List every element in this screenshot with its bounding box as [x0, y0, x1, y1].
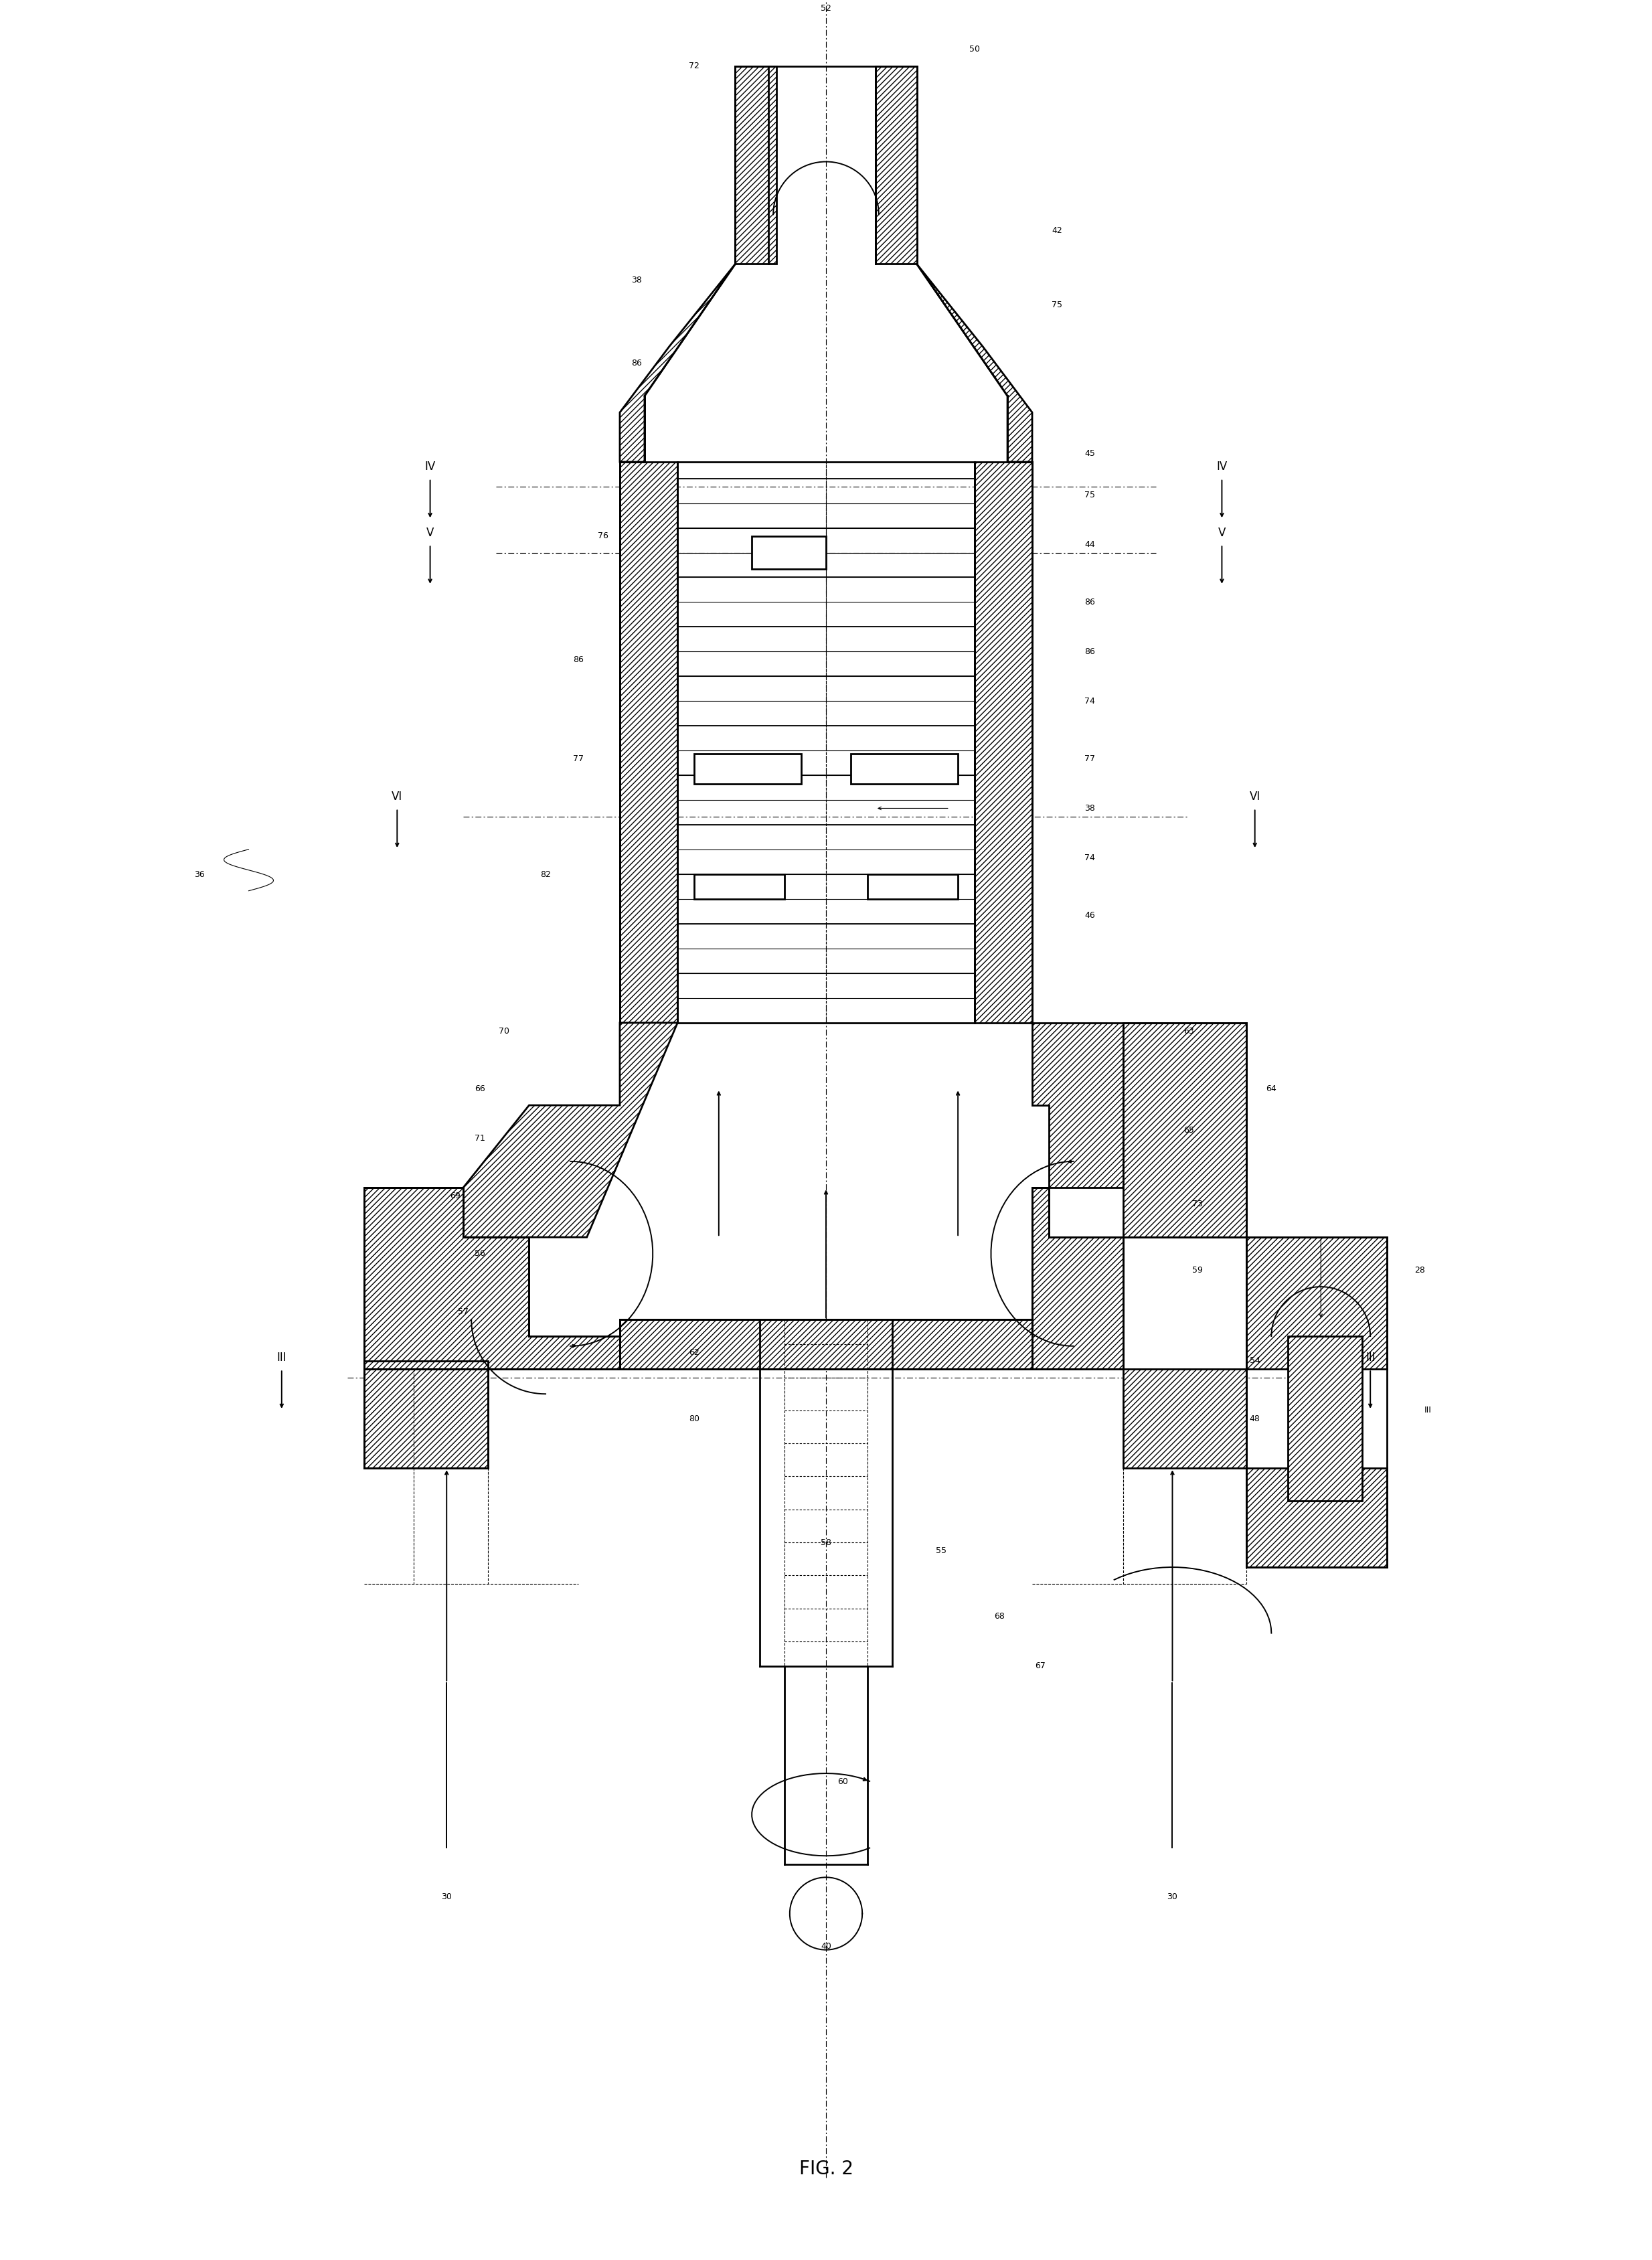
Bar [694, 875, 785, 899]
Text: 68: 68 [995, 1611, 1004, 1620]
Polygon shape [917, 264, 1032, 461]
Text: 56: 56 [474, 1250, 486, 1259]
Text: III: III [1366, 1351, 1374, 1363]
Text: 60: 60 [838, 1776, 847, 1785]
Polygon shape [1032, 1024, 1123, 1189]
Text: 52: 52 [821, 5, 831, 14]
Bar [1289, 1336, 1363, 1501]
Text: 55: 55 [937, 1546, 947, 1555]
Text: 65: 65 [1183, 1125, 1194, 1135]
Text: 42: 42 [1052, 226, 1062, 235]
Text: 66: 66 [474, 1085, 486, 1094]
Text: 86: 86 [573, 655, 583, 664]
Bar [851, 755, 958, 784]
Bar [1123, 1370, 1247, 1469]
Polygon shape [620, 264, 735, 461]
Text: 75: 75 [1085, 490, 1095, 499]
Bar [867, 875, 958, 899]
Bar [363, 1370, 487, 1469]
Text: 50: 50 [970, 45, 980, 54]
Bar [975, 461, 1032, 1024]
Text: 77: 77 [1085, 755, 1095, 764]
Bar [363, 1361, 487, 1370]
Text: 77: 77 [573, 755, 583, 764]
Text: 38: 38 [631, 276, 641, 285]
Text: 76: 76 [598, 531, 608, 540]
Text: 69: 69 [449, 1191, 461, 1200]
Text: V: V [426, 527, 434, 538]
Text: VI: VI [392, 791, 403, 802]
Text: 40: 40 [821, 1941, 831, 1950]
Polygon shape [1032, 1189, 1123, 1370]
Polygon shape [463, 1024, 677, 1236]
Text: 86: 86 [631, 359, 641, 368]
Text: 58: 58 [821, 1539, 831, 1546]
Polygon shape [363, 1189, 620, 1370]
Text: 73: 73 [1191, 1200, 1203, 1209]
Text: 63: 63 [1183, 1026, 1194, 1035]
Bar [876, 66, 917, 264]
Text: 67: 67 [1036, 1661, 1046, 1670]
Text: 46: 46 [1085, 911, 1095, 920]
Text: 45: 45 [1085, 450, 1095, 459]
Text: 38: 38 [1085, 805, 1095, 814]
Bar [1247, 1469, 1386, 1566]
Bar [1123, 1024, 1247, 1236]
Text: 74: 74 [1085, 696, 1095, 705]
Bar [620, 461, 677, 1024]
Text: 57: 57 [458, 1306, 469, 1315]
Text: 71: 71 [474, 1135, 486, 1144]
Text: 28: 28 [1414, 1266, 1426, 1275]
Text: III: III [1424, 1406, 1432, 1415]
Text: 48: 48 [1249, 1415, 1260, 1424]
Text: 59: 59 [1191, 1266, 1203, 1275]
Text: 75: 75 [1052, 301, 1062, 310]
Text: 62: 62 [689, 1349, 699, 1356]
Text: 86: 86 [1085, 646, 1095, 655]
Text: 36: 36 [193, 870, 205, 879]
Text: 64: 64 [1265, 1085, 1277, 1094]
Text: 54: 54 [1249, 1356, 1260, 1365]
Text: V: V [1218, 527, 1226, 538]
Text: IV: IV [425, 461, 436, 472]
Text: 82: 82 [540, 870, 550, 879]
Text: 30: 30 [1166, 1892, 1178, 1901]
Text: 80: 80 [689, 1415, 699, 1424]
Bar [620, 1320, 1032, 1370]
Text: 30: 30 [441, 1892, 453, 1901]
Text: 86: 86 [1085, 597, 1095, 606]
Text: 72: 72 [689, 61, 699, 70]
Bar [735, 66, 776, 264]
Text: IV: IV [1216, 461, 1227, 472]
Bar [1247, 1236, 1386, 1370]
Text: 74: 74 [1085, 854, 1095, 861]
Bar [694, 755, 801, 784]
Text: III: III [278, 1351, 286, 1363]
Text: VI: VI [1249, 791, 1260, 802]
Text: FIG. 2: FIG. 2 [800, 2161, 852, 2179]
Bar [752, 536, 826, 570]
Text: 44: 44 [1085, 540, 1095, 549]
Text: 70: 70 [499, 1026, 510, 1035]
